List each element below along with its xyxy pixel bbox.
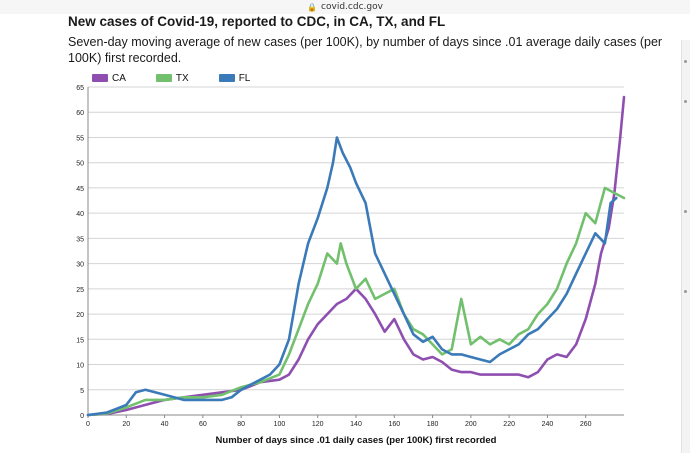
legend-label-tx: TX — [175, 72, 189, 84]
y-tick-label: 5 — [80, 388, 84, 395]
x-tick-label: 140 — [350, 421, 362, 428]
x-tick-label: 20 — [122, 421, 130, 428]
url-text: covid.cdc.gov — [321, 2, 383, 12]
y-tick-label: 0 — [80, 413, 84, 420]
y-tick-label: 35 — [76, 236, 84, 243]
y-tick-label: 25 — [76, 287, 84, 294]
x-tick-label: 100 — [274, 421, 286, 428]
x-tick-label: 200 — [465, 421, 477, 428]
scrollbar[interactable] — [681, 40, 690, 453]
y-tick-label: 60 — [76, 110, 84, 117]
x-tick-label: 180 — [427, 421, 439, 428]
y-tick-label: 15 — [76, 337, 84, 344]
y-tick-label: 30 — [76, 262, 84, 269]
y-tick-label: 10 — [76, 363, 84, 370]
x-tick-label: 0 — [86, 421, 90, 428]
legend-item-fl[interactable]: FL — [218, 72, 251, 84]
y-tick-label: 50 — [76, 161, 84, 168]
lock-icon: 🔒 — [307, 2, 318, 12]
scroll-marker — [684, 290, 687, 293]
x-tick-label: 40 — [161, 421, 169, 428]
legend-swatch-ca — [92, 74, 108, 82]
legend-item-ca[interactable]: CA — [92, 73, 126, 84]
x-tick-label: 80 — [237, 421, 245, 428]
legend-label-fl: FL — [238, 72, 251, 84]
legend-swatch-fl — [218, 74, 235, 82]
legend: CA TX FL — [92, 72, 250, 84]
x-tick-label: 60 — [199, 421, 207, 428]
x-tick-label: 120 — [312, 421, 324, 428]
y-tick-label: 45 — [76, 186, 84, 193]
x-tick-label: 260 — [580, 421, 592, 428]
scroll-marker — [684, 60, 687, 63]
y-tick-label: 65 — [76, 85, 84, 92]
scroll-marker — [684, 210, 687, 213]
x-tick-label: 160 — [388, 421, 400, 428]
x-axis-label: Number of days since .01 daily cases (pe… — [215, 435, 497, 446]
chart-subtitle: Seven-day moving average of new cases (p… — [68, 35, 663, 65]
x-tick-label: 220 — [503, 421, 515, 428]
legend-label-ca: CA — [112, 72, 126, 84]
series-line-ca — [86, 95, 626, 417]
x-tick-label: 240 — [542, 421, 554, 428]
scroll-marker — [684, 100, 687, 103]
series-line-tx — [86, 186, 626, 417]
legend-swatch-tx — [155, 74, 172, 82]
chart-title: New cases of Covid-19, reported to CDC, … — [68, 14, 446, 29]
series-line-fl — [86, 136, 618, 417]
browser-address-bar[interactable]: 🔒 covid.cdc.gov — [0, 0, 690, 14]
legend-item-tx[interactable]: TX — [155, 72, 189, 84]
y-tick-label: 40 — [76, 211, 84, 218]
y-tick-label: 55 — [76, 135, 84, 142]
y-tick-label: 20 — [76, 312, 84, 319]
